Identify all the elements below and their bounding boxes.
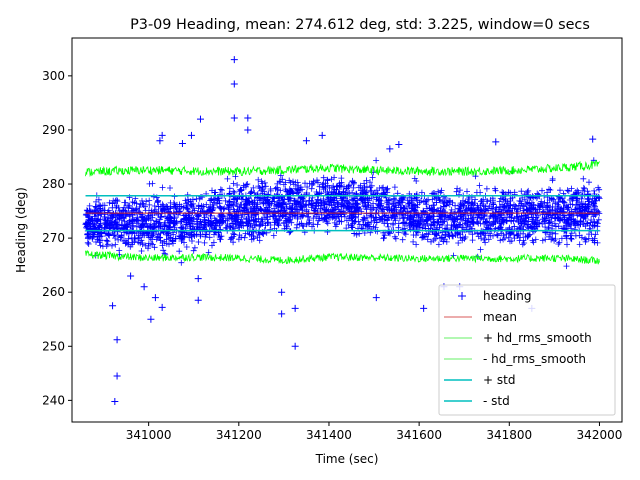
legend-entry-2: + hd_rms_smooth	[444, 331, 592, 345]
x-tick-label-341600: 341600	[396, 428, 442, 442]
heading-outlier-28	[386, 145, 394, 153]
heading-outlier-33	[492, 138, 500, 146]
heading-outlier-14	[194, 275, 202, 283]
heading-outlier-25	[302, 137, 310, 145]
legend-label-3: - hd_rms_smooth	[483, 352, 586, 366]
heading-outlier-35	[589, 135, 597, 143]
x-tick-label-342000: 342000	[577, 428, 623, 442]
axes-frame	[71, 37, 623, 423]
heading-outlier-15	[194, 296, 202, 304]
x-axis: 341000 341200 341400 341600 341800 342000	[126, 422, 623, 442]
y-axis: 240 250 260 270 280 290 300	[42, 69, 72, 407]
x-tick-label-341400: 341400	[306, 428, 352, 442]
legend-label-4: + std	[483, 373, 515, 387]
heading-cloud	[82, 157, 603, 270]
heading-outlier-21	[278, 310, 286, 318]
heading-outlier-19	[244, 114, 252, 122]
heading-outlier-17	[230, 80, 238, 88]
y-axis-label: Heading (deg)	[14, 187, 28, 273]
y-tick-label-270: 270	[42, 231, 65, 245]
legend-entry-4: + std	[444, 373, 515, 387]
legend-label-1: mean	[483, 310, 517, 324]
y-tick-label-290: 290	[42, 123, 65, 137]
heading-outlier-6	[147, 315, 155, 323]
legend-label-5: - std	[483, 394, 510, 408]
heading-outlier-9	[156, 137, 164, 145]
heading-outlier-23	[291, 304, 299, 312]
x-tick-label-341000: 341000	[126, 428, 172, 442]
heading-outlier-10	[158, 131, 166, 139]
heading-outlier-4	[127, 272, 135, 280]
heading-outlier-5	[140, 283, 148, 291]
heading-outlier-8	[158, 303, 166, 311]
heading-outlier-7	[151, 294, 159, 302]
heading-outlier-11	[178, 139, 186, 147]
heading-outlier-27	[372, 294, 380, 302]
y-tick-label-280: 280	[42, 177, 65, 191]
y-tick-label-300: 300	[42, 69, 65, 83]
legend: heading mean + hd_rms_smooth - hd_rms_smoot…	[438, 284, 616, 416]
heading-outlier-26	[318, 131, 326, 139]
legend-label-2: + hd_rms_smooth	[483, 331, 592, 345]
heading-outlier-16	[230, 56, 238, 64]
heading-outlier-13	[196, 115, 204, 123]
heading-outlier-2	[113, 372, 121, 380]
legend-label-0: heading	[483, 289, 532, 303]
legend-heading-marker	[458, 292, 466, 300]
y-tick-label-250: 250	[42, 339, 65, 353]
heading-outlier-1	[113, 336, 121, 344]
heading-outlier-29	[395, 141, 403, 149]
heading-outlier-18	[230, 114, 238, 122]
heading-outlier-12	[187, 131, 195, 139]
legend-entry-3: - hd_rms_smooth	[444, 352, 586, 366]
y-tick-label-260: 260	[42, 285, 65, 299]
heading-outlier-0	[109, 302, 117, 310]
legend-entry-0: heading	[458, 289, 532, 303]
heading-outlier-30	[420, 304, 428, 312]
heading-outlier-22	[278, 288, 286, 296]
y-tick-label-240: 240	[42, 393, 65, 407]
x-tick-label-341800: 341800	[486, 428, 532, 442]
heading-outlier-3	[111, 397, 119, 405]
rms-plus-line	[85, 159, 600, 178]
legend-box	[438, 284, 616, 416]
x-tick-label-341200: 341200	[216, 428, 262, 442]
rms-minus-line	[85, 250, 600, 265]
legend-entry-1: mean	[444, 310, 517, 324]
chart-title: P3-09 Heading, mean: 274.612 deg, std: 3…	[130, 17, 590, 33]
plot-area	[82, 56, 603, 405]
heading-outlier-20	[244, 126, 252, 134]
x-axis-label: Time (sec)	[315, 452, 379, 466]
heading-outlier-24	[291, 342, 299, 350]
legend-entry-5: - std	[444, 394, 510, 408]
